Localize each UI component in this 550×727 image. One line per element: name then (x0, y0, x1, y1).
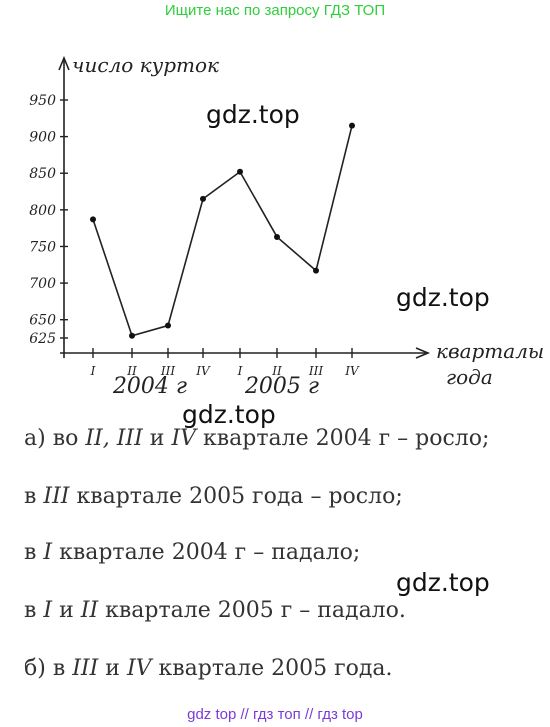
x-tick-label: II (271, 364, 282, 378)
answer-line: в III квартале 2005 года – росло; (24, 484, 403, 509)
y-tick-label: 700 (29, 276, 56, 292)
roman-numeral: I (43, 540, 53, 565)
roman-numeral: IV (171, 426, 197, 451)
y-tick-label: 950 (29, 93, 56, 109)
data-point (274, 233, 280, 240)
data-point (165, 322, 171, 329)
y-tick-label: 850 (29, 166, 56, 182)
answer-fragment: в (24, 540, 44, 565)
answer-line: в I квартале 2004 г – падало; (24, 540, 360, 565)
watermark: gdz.top (396, 283, 490, 312)
answer-fragment: в (24, 484, 44, 509)
x-tick-label: III (308, 364, 323, 378)
x-axis-label: кварталы года (436, 339, 544, 389)
roman-numeral: II (80, 598, 99, 623)
answer-line: а) во II, III и IV квартале 2004 г – рос… (24, 426, 489, 451)
y-tick-label: 900 (29, 130, 56, 146)
data-point (313, 267, 319, 274)
answer-fragment: в (24, 598, 44, 623)
y-tick-label: 800 (29, 203, 56, 219)
data-point (349, 122, 355, 129)
answer-fragment: и (98, 656, 127, 681)
answer-fragment: квартале 2004 г – росло; (196, 426, 490, 451)
x-tick-label: IV (344, 364, 360, 378)
answer-fragment: и (142, 426, 172, 451)
answer-fragment: квартале 2005 года – росло; (69, 484, 403, 509)
x-tick-label: III (160, 364, 175, 378)
year-label-2004: 2004 г (112, 374, 187, 399)
answer-line: в I и II квартале 2005 г – падало. (24, 598, 406, 623)
x-tick-label: I (237, 364, 243, 378)
answer-line: б) в III и IV квартале 2005 года. (24, 656, 393, 681)
data-point (129, 332, 135, 339)
y-axis-label: число курток (72, 53, 219, 77)
answer-fragment: и (52, 598, 81, 623)
x-tick-label: II (126, 364, 137, 378)
answer-fragment: квартале 2005 г – падало. (98, 598, 406, 623)
x-tick-label: I (90, 364, 96, 378)
y-axis-arrow (58, 55, 70, 71)
roman-numeral: III (43, 484, 70, 509)
roman-numeral: III (72, 656, 99, 681)
x-tick-label: IV (195, 364, 211, 378)
search-banner: Ищите нас по запросу ГДЗ ТОП (164, 2, 386, 19)
data-point (237, 168, 243, 175)
watermark: gdz.top (182, 400, 276, 429)
year-label-2005: 2005 г (244, 374, 319, 399)
answer-fragment: а) во (24, 426, 86, 451)
data-point (200, 195, 206, 202)
roman-numeral: IV (126, 656, 152, 681)
footer-links: gdz top // гдз топ // гдз top (187, 706, 363, 723)
y-tick-label: 650 (29, 313, 56, 329)
y-tick-label: 625 (29, 331, 56, 347)
roman-numeral: II, III (85, 426, 143, 451)
watermark: gdz.top (206, 100, 300, 129)
y-tick-label: 750 (29, 239, 56, 255)
series-line (92, 125, 353, 337)
data-point (90, 216, 96, 223)
answer-fragment: квартале 2004 г – падало; (52, 540, 361, 565)
answer-fragment: квартале 2005 года. (151, 656, 393, 681)
answer-fragment: б) в (24, 656, 73, 681)
x-axis-arrow (415, 347, 431, 359)
watermark: gdz.top (396, 568, 490, 597)
roman-numeral: I (43, 598, 53, 623)
